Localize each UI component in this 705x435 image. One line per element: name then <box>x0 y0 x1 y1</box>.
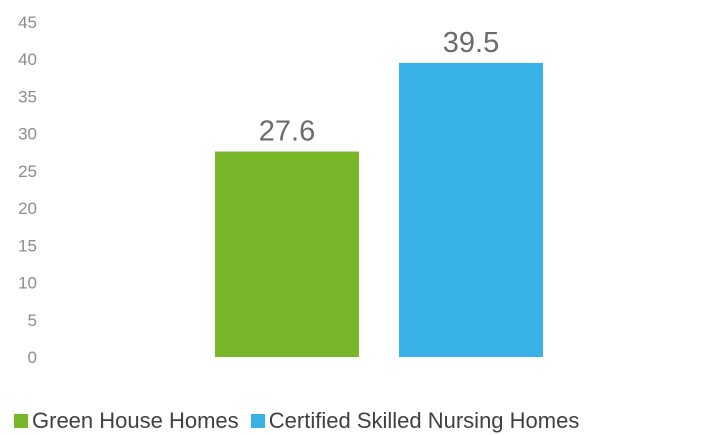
legend: Green House Homes Certified Skilled Nurs… <box>14 408 585 434</box>
y-tick-label: 35 <box>18 87 37 106</box>
y-tick-label: 15 <box>18 236 37 255</box>
y-axis: 0 5 10 15 20 25 30 35 40 45 <box>18 13 37 367</box>
data-labels: 27.6 39.5 <box>259 27 499 148</box>
y-tick-label: 40 <box>18 50 37 69</box>
bars <box>215 62 543 357</box>
y-tick-label: 0 <box>28 348 37 367</box>
legend-label-green-house-homes: Green House Homes <box>32 408 239 433</box>
data-label-certified-skilled-nursing-homes: 39.5 <box>443 27 499 59</box>
bar-certified-skilled-nursing-homes <box>399 62 543 357</box>
legend-swatch-certified-skilled-nursing-homes <box>250 414 265 428</box>
y-tick-label: 5 <box>28 311 37 330</box>
legend-swatch-green-house-homes <box>14 414 28 428</box>
y-tick-label: 20 <box>18 199 37 218</box>
legend-item-certified-skilled-nursing-homes: Certified Skilled Nursing Homes <box>250 408 580 434</box>
y-tick-label: 10 <box>18 274 37 293</box>
legend-label-certified-skilled-nursing-homes: Certified Skilled Nursing Homes <box>268 408 580 433</box>
data-label-green-house-homes: 27.6 <box>259 116 315 148</box>
y-tick-label: 30 <box>18 125 37 144</box>
y-tick-label: 25 <box>18 162 37 181</box>
bar-green-house-homes <box>215 151 359 357</box>
legend-item-green-house-homes: Green House Homes <box>14 408 239 434</box>
bar-chart: 0 5 10 15 20 25 30 35 40 45 27.6 39.5 <box>18 13 543 367</box>
y-tick-label: 45 <box>18 13 37 32</box>
